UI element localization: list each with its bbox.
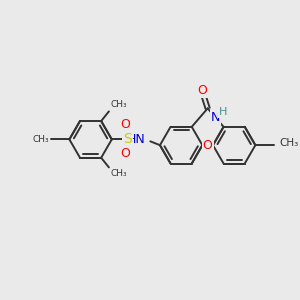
Text: S: S bbox=[123, 132, 132, 146]
Text: O: O bbox=[120, 147, 130, 161]
Text: H: H bbox=[219, 107, 227, 117]
Text: N: N bbox=[211, 111, 220, 124]
Text: CH₃: CH₃ bbox=[33, 135, 50, 144]
Text: CH₃: CH₃ bbox=[111, 169, 128, 178]
Text: HN: HN bbox=[127, 133, 146, 146]
Text: O: O bbox=[120, 118, 130, 131]
Text: CH₃: CH₃ bbox=[111, 100, 128, 109]
Text: CH₃: CH₃ bbox=[280, 138, 299, 148]
Text: O: O bbox=[197, 84, 207, 97]
Text: O: O bbox=[203, 139, 213, 152]
